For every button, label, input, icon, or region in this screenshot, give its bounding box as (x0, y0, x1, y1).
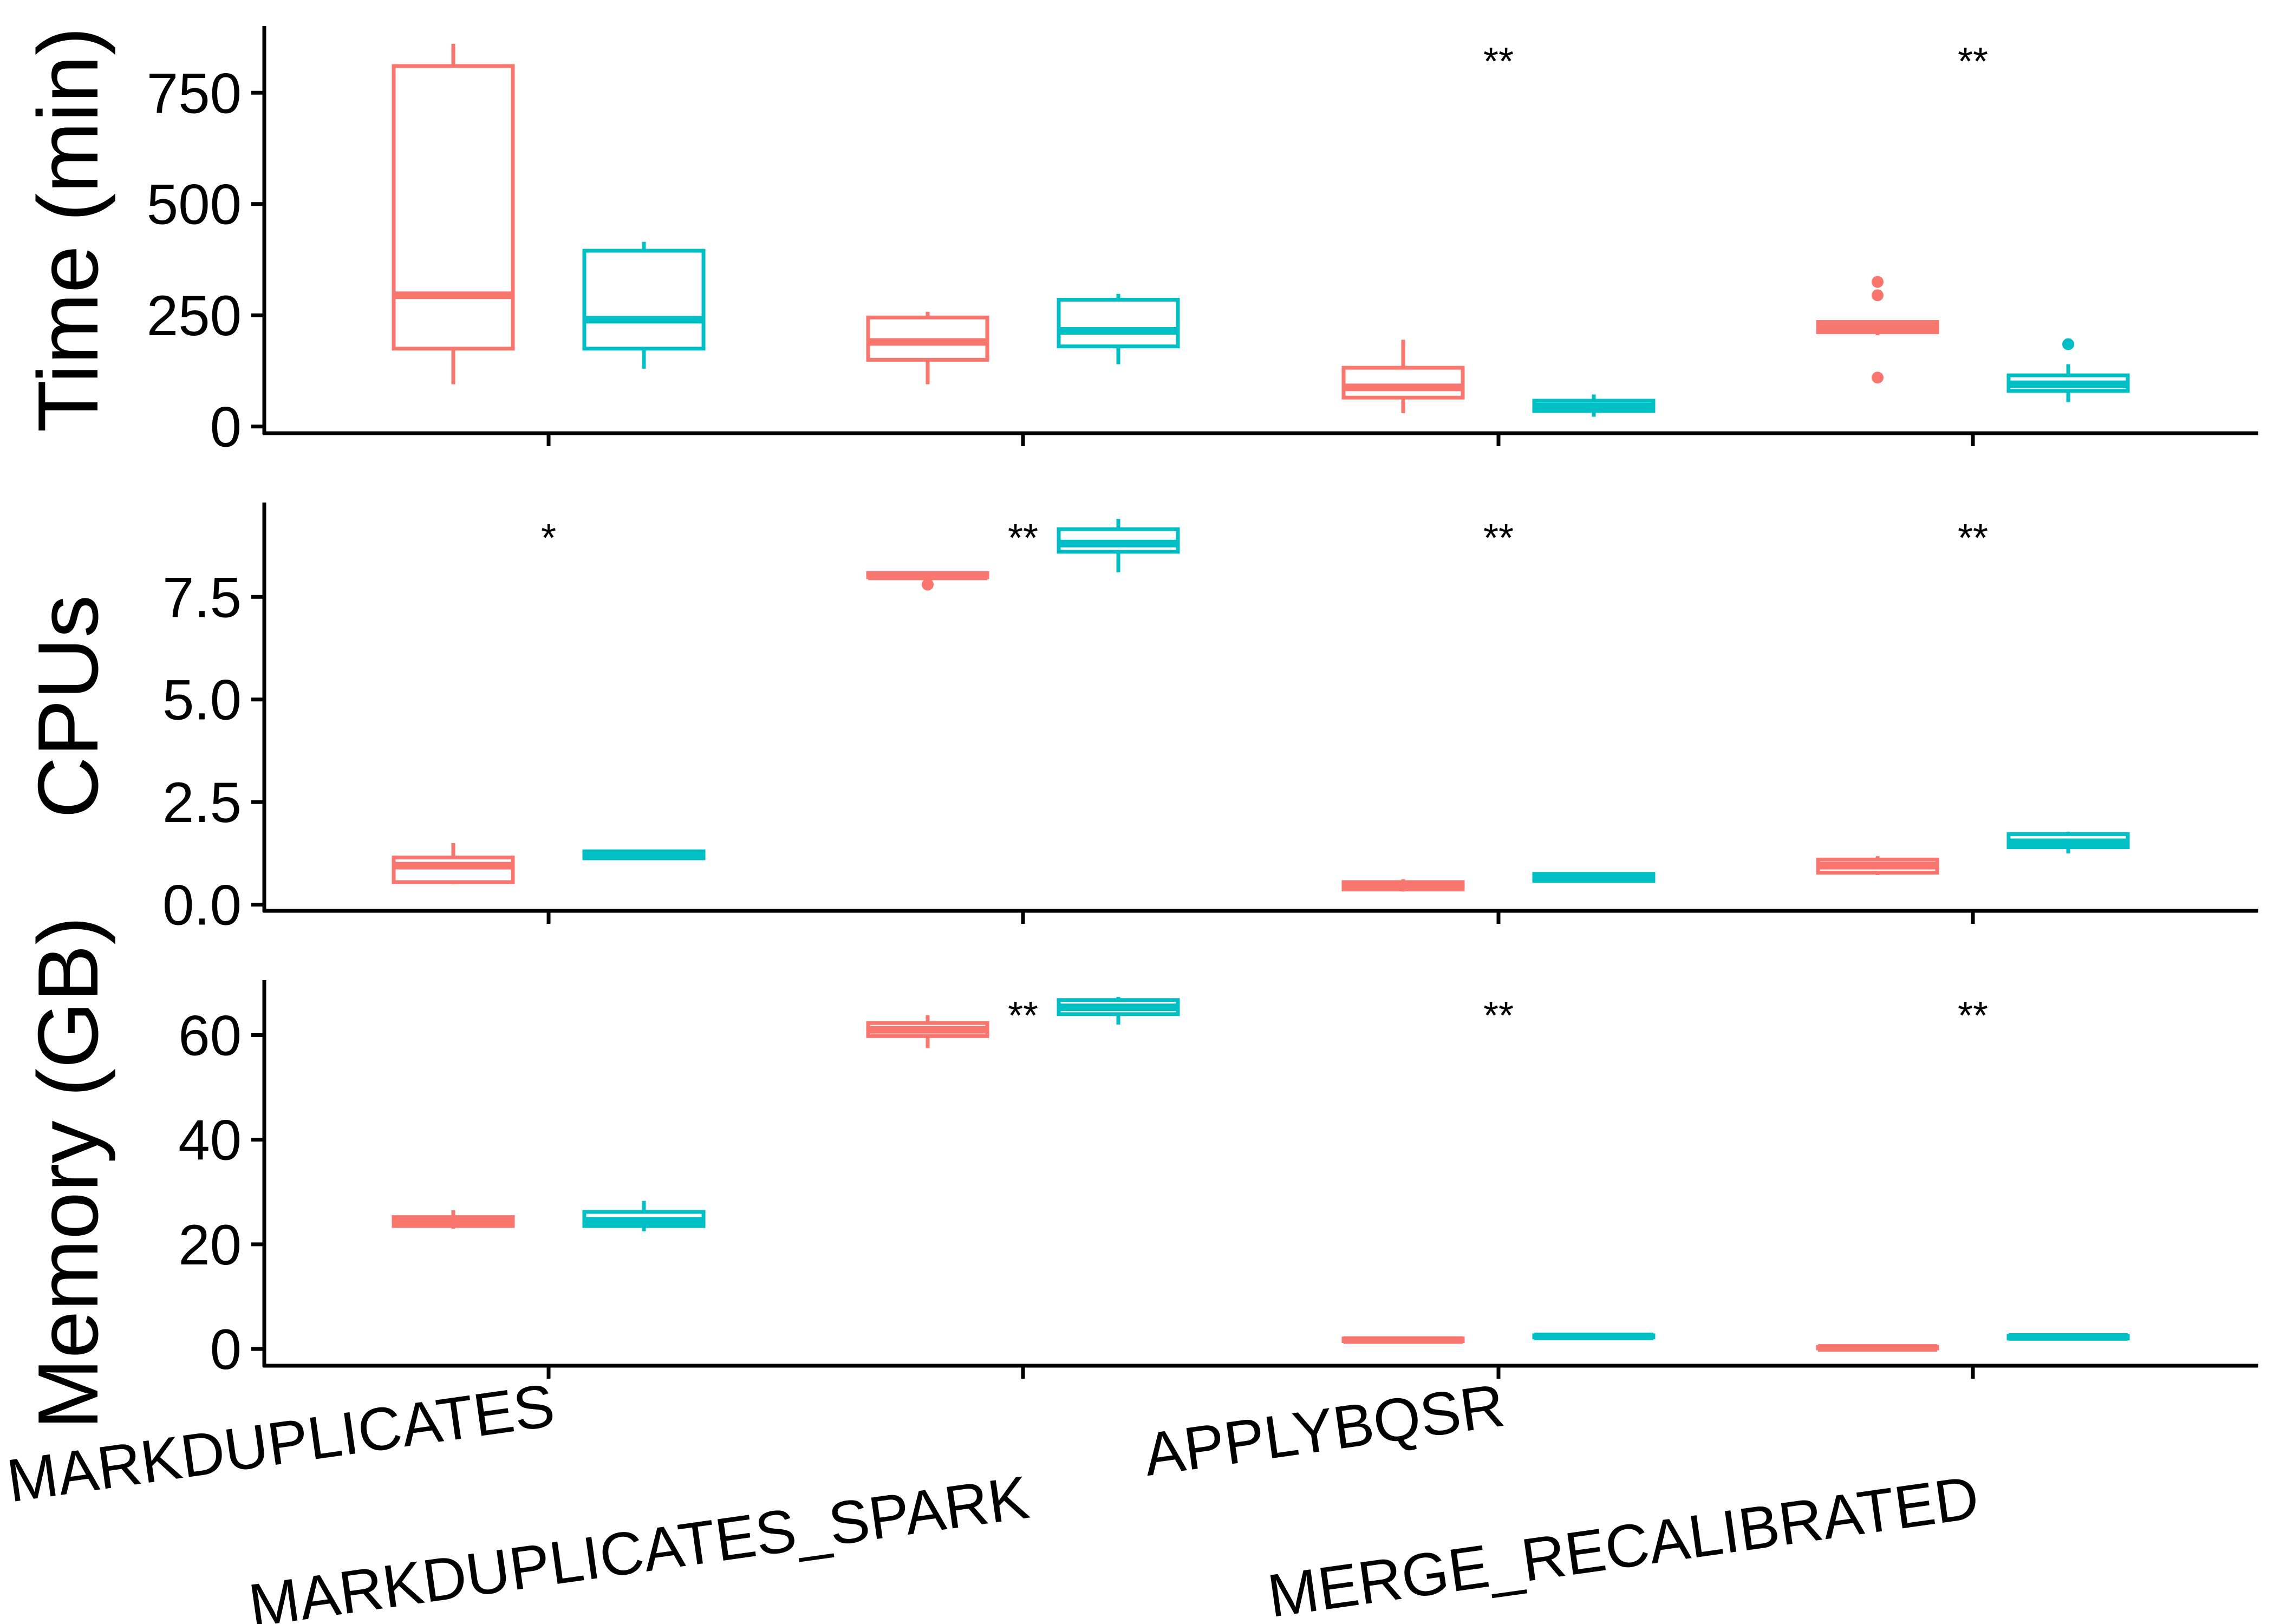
y-tick-label: 750 (147, 62, 242, 125)
significance-marker: * (541, 517, 556, 560)
y-tick-label: 2.5 (162, 771, 242, 834)
box-teal-4 (2006, 338, 2130, 402)
significance-marker: ** (1008, 517, 1038, 560)
y-tick-label: 40 (178, 1109, 242, 1172)
box-red-4 (1816, 856, 1939, 876)
significance-marker: ** (1958, 517, 1988, 560)
outlier-point (922, 578, 934, 591)
box-red-3 (1341, 1336, 1465, 1344)
box-red-1 (392, 1210, 515, 1229)
box-red-2 (866, 311, 989, 384)
box-teal-2 (1057, 519, 1180, 572)
box-red-1 (392, 43, 515, 384)
box-iqr (1057, 297, 1180, 349)
y-tick-label: 0.0 (162, 874, 242, 937)
box-iqr (392, 855, 515, 884)
x-tick-label: APPLYBQSR (1139, 1371, 1508, 1489)
outlier-point (1872, 276, 1884, 288)
y-axis-label: Time (min) (21, 27, 116, 433)
panel-1: 0 250 500 750 Time (min) ** ** (21, 26, 2258, 459)
box-teal-4 (2006, 831, 2130, 853)
outlier-point (2062, 338, 2074, 350)
box-red-2 (866, 1015, 989, 1048)
box-teal-1 (582, 849, 706, 860)
box-red-4 (1816, 1344, 1939, 1352)
y-tick-label: 500 (147, 173, 242, 237)
box-red-1 (392, 843, 515, 884)
y-axis-label: Memory (GB) (21, 916, 116, 1430)
significance-marker: ** (1008, 994, 1038, 1038)
box-iqr (1341, 366, 1465, 400)
y-tick-label: 5.0 (162, 669, 242, 732)
significance-marker: ** (1483, 994, 1514, 1038)
panel-3: 0 20 40 60 Memory (GB) ** ** ** (21, 916, 2258, 1430)
box-red-3 (1341, 879, 1465, 892)
y-tick-label: 0 (210, 396, 242, 459)
y-tick-label: 60 (178, 1004, 242, 1067)
box-teal-2 (1057, 996, 1180, 1025)
y-axis-label: CPUs (21, 595, 116, 819)
box-teal-1 (582, 1201, 706, 1231)
outlier-point (1872, 371, 1884, 384)
box-iqr (582, 249, 706, 351)
significance-marker: ** (1483, 40, 1514, 83)
box-red-2 (866, 571, 989, 591)
box-teal-3 (1532, 872, 1656, 883)
box-teal-1 (582, 242, 706, 369)
box-red-4 (1816, 276, 1939, 384)
x-tick-label: MARKDUPLICATES_SPARK (245, 1463, 1033, 1624)
box-iqr (392, 64, 515, 351)
box-red-3 (1341, 340, 1465, 414)
x-tick-label: MERGE_RECALIBRATED (1263, 1463, 1983, 1624)
box-teal-2 (1057, 294, 1180, 364)
y-tick-label: 0 (210, 1318, 242, 1381)
box-teal-3 (1532, 1332, 1656, 1340)
y-tick-label: 7.5 (162, 566, 242, 629)
significance-marker: ** (1958, 994, 1988, 1038)
box-teal-4 (2006, 1333, 2130, 1341)
y-tick-label: 250 (147, 284, 242, 348)
significance-marker: ** (1958, 40, 1988, 83)
box-teal-3 (1532, 394, 1656, 417)
significance-marker: ** (1483, 517, 1514, 560)
outlier-point (1872, 289, 1884, 302)
y-tick-label: 20 (178, 1214, 242, 1277)
